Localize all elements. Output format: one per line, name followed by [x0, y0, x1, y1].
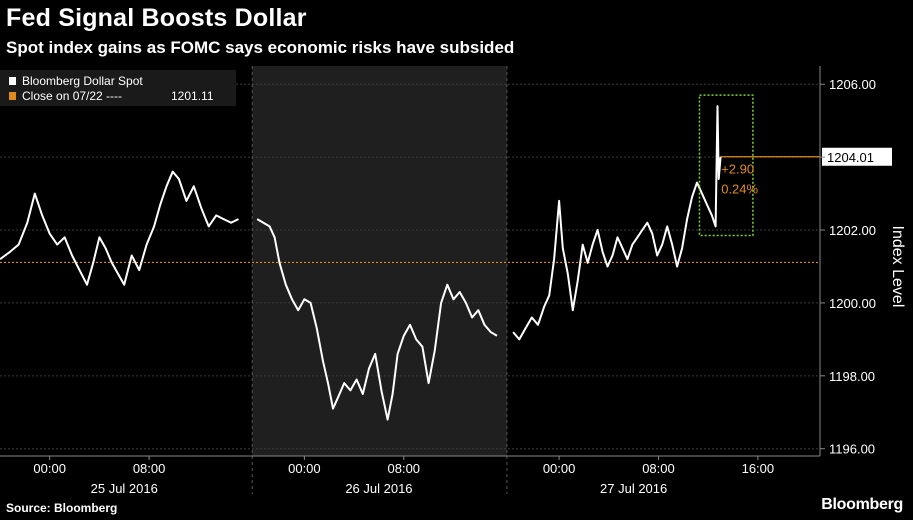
y-tick-label: 1202.00 [829, 223, 876, 238]
y-tick-label: 1196.00 [829, 442, 875, 457]
shaded-session [252, 66, 507, 456]
percent-annotation: 0.24% [721, 182, 758, 197]
x-tick-label: 08:00 [388, 461, 421, 476]
chart-title: Fed Signal Boosts Dollar [6, 4, 307, 32]
x-tick-label: 08:00 [642, 461, 675, 476]
x-day-label: 25 Jul 2016 [91, 481, 158, 496]
y-tick-label: 1198.00 [829, 369, 875, 384]
legend-box [0, 70, 236, 106]
legend-label-reference: Close on 07/22 ---- [22, 89, 122, 103]
last-value-badge [822, 147, 892, 166]
legend-value-reference: 1201.11 [171, 89, 214, 103]
y-tick-label: 1206.00 [829, 77, 876, 92]
chart-subtitle: Spot index gains as FOMC says economic r… [6, 38, 515, 57]
bloomberg-logo: Bloomberg [821, 496, 903, 513]
legend-swatch-series [9, 77, 16, 85]
last-value-label: 1204.01 [827, 150, 874, 165]
y-tick-label: 1200.00 [829, 296, 876, 311]
x-day-label: 27 Jul 2016 [600, 481, 667, 496]
source-note: Source: Bloomberg [6, 501, 118, 515]
x-tick-label: 00:00 [543, 461, 576, 476]
legend-swatch-reference [9, 92, 16, 100]
x-tick-label: 00:00 [33, 461, 66, 476]
x-tick-label: 08:00 [133, 461, 166, 476]
change-annotation: +2.90 [721, 162, 754, 177]
x-tick-label: 16:00 [742, 461, 775, 476]
y-axis-label: Index Level [889, 226, 906, 308]
highlight-box [698, 94, 754, 237]
series-line [0, 170, 239, 286]
x-day-label: 26 Jul 2016 [345, 481, 412, 496]
x-tick-label: 00:00 [288, 461, 321, 476]
series-line [256, 218, 498, 421]
series-line [512, 105, 722, 341]
legend-label-series: Bloomberg Dollar Spot [22, 74, 143, 88]
